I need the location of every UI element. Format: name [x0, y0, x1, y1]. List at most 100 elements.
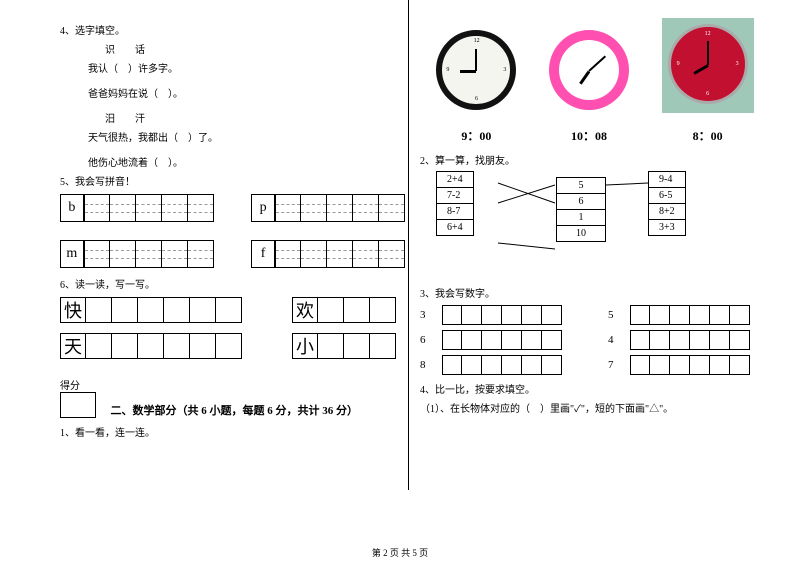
column-divider [408, 0, 409, 490]
num-cell [442, 355, 462, 375]
num-cell [542, 305, 562, 325]
pinyin-grid-f [275, 240, 405, 268]
expr-box: 6-5 [648, 187, 686, 204]
expr-box: 2+4 [436, 171, 474, 188]
match-area: 2+4 7-2 8-7 6+4 5 6 1 10 9-4 6-5 8+2 3+3 [420, 171, 770, 281]
clocks-row: 12693 9：00 10：08 12693 [420, 18, 770, 144]
char-cell [138, 333, 164, 359]
page-footer: 第 2 页 共 5 页 [0, 546, 800, 559]
math-q4-sub: （1）、在长物体对应的（ ）里画"✓"，短的下面画"△"。 [420, 400, 770, 415]
char-cell [190, 333, 216, 359]
char-grid-xiao: 小 [292, 333, 396, 359]
expr-box: 6+4 [436, 219, 474, 236]
page: 4、选字填空。 识 话 我认（ ）许多字。 爸爸妈妈在说（ ）。 汨 汗 天气很… [0, 0, 800, 565]
num-cell [650, 330, 670, 350]
pinyin-cell [379, 240, 405, 268]
num-cell [522, 330, 542, 350]
char-cell [318, 297, 344, 323]
num-cell [730, 330, 750, 350]
pinyin-cell [353, 194, 379, 222]
num-cell [650, 355, 670, 375]
ans-box: 10 [556, 225, 606, 242]
clock-3-time: 8：00 [662, 127, 754, 144]
num-cell [690, 305, 710, 325]
num-label: 3 [420, 309, 434, 321]
math-q2-title: 2、算一算，找朋友。 [420, 152, 770, 167]
letter-p: p [251, 194, 275, 222]
clock1-minute-hand [475, 49, 477, 71]
num-row-1: 3 5 [420, 305, 770, 325]
clock3-hour-hand [693, 64, 708, 75]
num-grid [442, 355, 562, 375]
match-mid-col: 5 6 1 10 [556, 177, 606, 241]
pinyin-cell [188, 240, 214, 268]
q6-title: 6、读一读，写一写。 [60, 276, 405, 291]
clock-1-time: 9：00 [436, 127, 516, 144]
clock-1-holder: 12693 9：00 [436, 30, 516, 144]
char-cell [190, 297, 216, 323]
num-cell [630, 305, 650, 325]
q4-pair1: 识 话 [105, 41, 405, 56]
char-cell [86, 297, 112, 323]
char-tian: 天 [60, 333, 86, 359]
char-row-2: 天 小 [60, 333, 405, 359]
clock3-minute-hand [707, 41, 709, 65]
char-cell [138, 297, 164, 323]
clock-2-time: 10：08 [549, 127, 629, 144]
num-grid [630, 330, 750, 350]
num-cell [730, 355, 750, 375]
num-cell [542, 355, 562, 375]
num-label: 8 [420, 359, 434, 371]
math-q4-title: 4、比一比，按要求填空。 [420, 381, 770, 396]
score-row: 得分 二、数学部分（共 6 小题，每题 6 分，共计 36 分） [60, 377, 405, 418]
num-cell [462, 330, 482, 350]
num-grid [442, 330, 562, 350]
num-cell [522, 355, 542, 375]
char-cell [370, 297, 396, 323]
char-grid-kuai: 快 [60, 297, 242, 323]
num-cell [502, 355, 522, 375]
char-grid-tian: 天 [60, 333, 242, 359]
char-xiao: 小 [292, 333, 318, 359]
clock-2 [549, 30, 629, 110]
clock1-hour-hand [460, 70, 476, 73]
pinyin-cell [84, 194, 110, 222]
pinyin-cell [188, 194, 214, 222]
num-cell [462, 305, 482, 325]
char-cell [216, 297, 242, 323]
num-label: 5 [608, 309, 622, 321]
clock-3: 12693 [668, 24, 748, 104]
expr-box: 8+2 [648, 203, 686, 220]
q4-pair2: 汨 汗 [105, 110, 405, 125]
q4-line3: 天气很热，我都出（ ）了。 [88, 129, 405, 144]
num-row-2: 6 4 [420, 330, 770, 350]
pinyin-cell [301, 240, 327, 268]
match-left-col: 2+4 7-2 8-7 6+4 [436, 171, 474, 235]
char-cell [112, 333, 138, 359]
num-cell [690, 355, 710, 375]
q5-title: 5、我会写拼音！ [60, 173, 405, 188]
pinyin-cell [136, 194, 162, 222]
num-grid [630, 355, 750, 375]
char-cell [164, 333, 190, 359]
q4-line2: 爸爸妈妈在说（ ）。 [88, 85, 405, 100]
left-column: 4、选字填空。 识 话 我认（ ）许多字。 爸爸妈妈在说（ ）。 汨 汗 天气很… [60, 18, 405, 443]
num-cell [462, 355, 482, 375]
letter-b: b [60, 194, 84, 222]
match-right-col: 9-4 6-5 8+2 3+3 [648, 171, 686, 235]
char-cell [216, 333, 242, 359]
score-box [60, 392, 96, 418]
num-rows: 3 5 6 4 8 7 [420, 305, 770, 375]
num-grid [442, 305, 562, 325]
num-cell [442, 330, 462, 350]
char-cell [86, 333, 112, 359]
num-cell [502, 305, 522, 325]
pinyin-cell [84, 240, 110, 268]
num-cell [442, 305, 462, 325]
clock-1: 12693 [436, 30, 516, 110]
letter-f: f [251, 240, 275, 268]
clock-3-bg: 12693 [662, 18, 754, 113]
num-cell [650, 305, 670, 325]
char-cell [318, 333, 344, 359]
num-cell [670, 330, 690, 350]
